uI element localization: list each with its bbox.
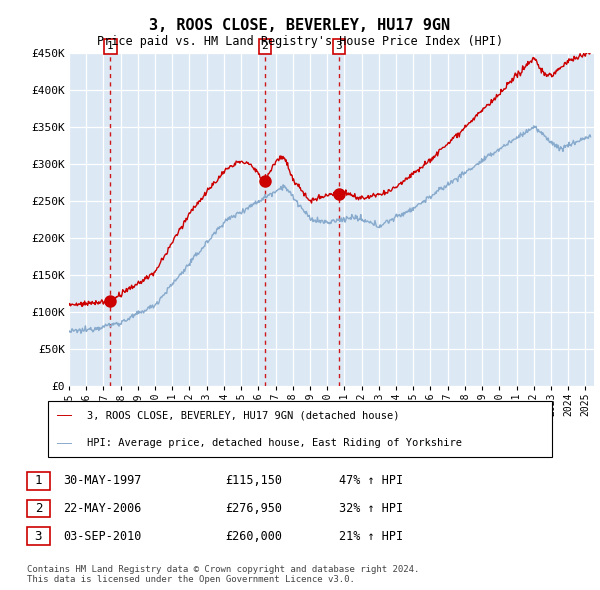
Text: HPI: Average price, detached house, East Riding of Yorkshire: HPI: Average price, detached house, East…	[87, 438, 462, 448]
Text: 03-SEP-2010: 03-SEP-2010	[63, 530, 142, 543]
Text: Price paid vs. HM Land Registry's House Price Index (HPI): Price paid vs. HM Land Registry's House …	[97, 35, 503, 48]
Text: 3, ROOS CLOSE, BEVERLEY, HU17 9GN: 3, ROOS CLOSE, BEVERLEY, HU17 9GN	[149, 18, 451, 34]
Text: 30-MAY-1997: 30-MAY-1997	[63, 474, 142, 487]
Text: 3: 3	[35, 530, 42, 543]
Text: 22-MAY-2006: 22-MAY-2006	[63, 502, 142, 515]
Text: 2: 2	[35, 502, 42, 515]
Text: 3: 3	[335, 41, 342, 51]
Text: 2: 2	[262, 41, 268, 51]
Text: £260,000: £260,000	[225, 530, 282, 543]
Text: 21% ↑ HPI: 21% ↑ HPI	[339, 530, 403, 543]
Text: 1: 1	[107, 41, 114, 51]
Text: 1: 1	[35, 474, 42, 487]
Text: ——: ——	[57, 437, 72, 450]
Text: ——: ——	[57, 409, 72, 422]
Text: 3, ROOS CLOSE, BEVERLEY, HU17 9GN (detached house): 3, ROOS CLOSE, BEVERLEY, HU17 9GN (detac…	[87, 410, 400, 420]
Text: 32% ↑ HPI: 32% ↑ HPI	[339, 502, 403, 515]
Text: 47% ↑ HPI: 47% ↑ HPI	[339, 474, 403, 487]
Text: £115,150: £115,150	[225, 474, 282, 487]
Text: £276,950: £276,950	[225, 502, 282, 515]
Text: Contains HM Land Registry data © Crown copyright and database right 2024.
This d: Contains HM Land Registry data © Crown c…	[27, 565, 419, 584]
